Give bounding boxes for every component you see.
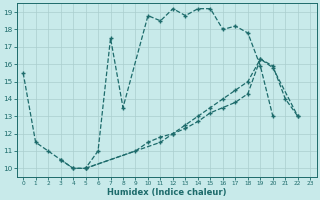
X-axis label: Humidex (Indice chaleur): Humidex (Indice chaleur) — [107, 188, 227, 197]
